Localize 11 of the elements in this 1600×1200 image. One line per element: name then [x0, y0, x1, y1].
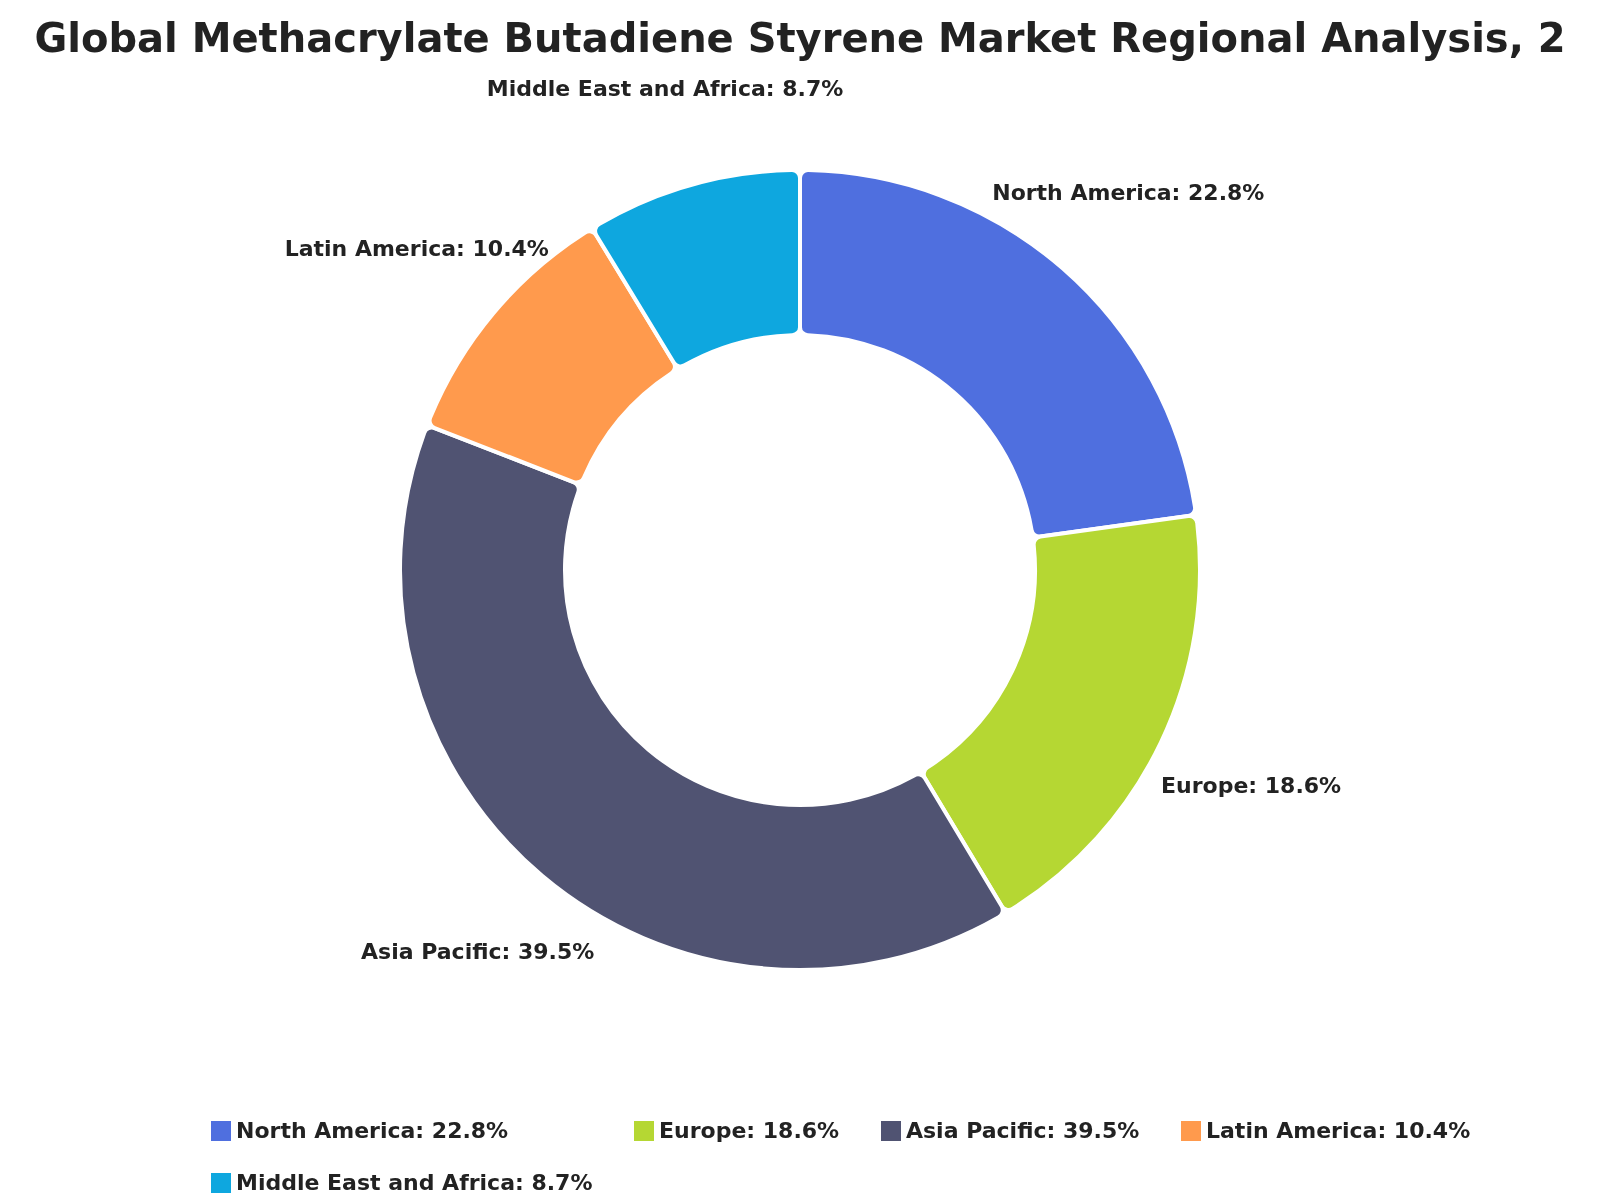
slice-label: Latin America: 10.4% [284, 235, 549, 261]
slice-label: Europe: 18.6% [1161, 772, 1342, 798]
legend-label: Asia Pacific: 39.5% [906, 1118, 1140, 1143]
chart-title: Global Methacrylate Butadiene Styrene Market Regional Analysis, 2 [34, 15, 1566, 61]
slice-label: North America: 22.8% [992, 179, 1265, 205]
legend-label: Europe: 18.6% [659, 1118, 840, 1143]
legend-label: North America: 22.8% [236, 1118, 509, 1143]
slice-label: Asia Pacific: 39.5% [361, 939, 595, 965]
legend-label: Latin America: 10.4% [1206, 1118, 1471, 1143]
slice-label: Middle East and Africa: 8.7% [486, 75, 844, 101]
legend-label: Middle East and Africa: 8.7% [236, 1170, 593, 1195]
